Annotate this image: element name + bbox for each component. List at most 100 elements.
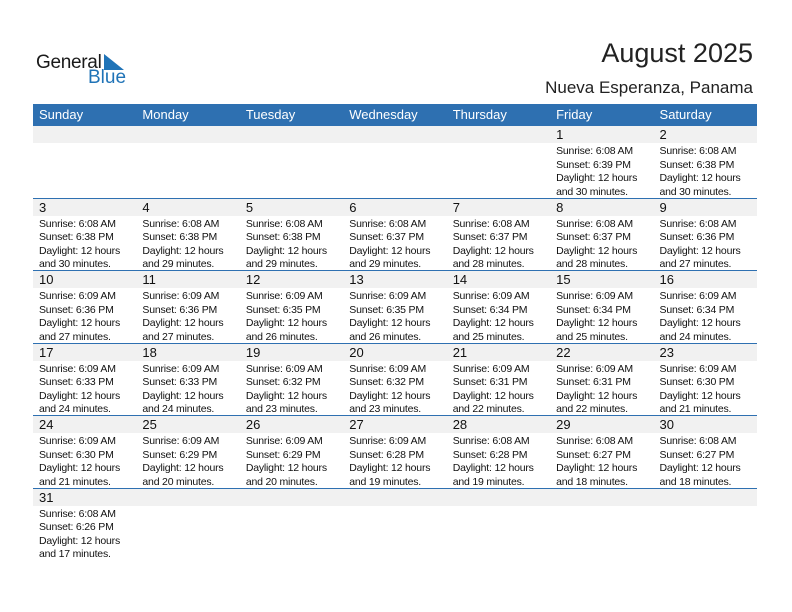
sunset-text: Sunset: 6:38 PM bbox=[245, 231, 321, 243]
sunset-text: Sunset: 6:32 PM bbox=[245, 376, 321, 388]
daylight-minutes-text: and 24 minutes. bbox=[39, 403, 111, 415]
sunrise-text: Sunrise: 6:09 AM bbox=[142, 435, 220, 447]
day-details: Sunrise: 6:09 AM Sunset: 6:29 PM Daylight:… bbox=[142, 433, 239, 489]
sunset-text: Sunset: 6:30 PM bbox=[39, 448, 114, 461]
daylight-minutes-text: and 22 minutes. bbox=[452, 403, 525, 415]
daylight-minutes-text: and 29 minutes. bbox=[349, 258, 421, 270]
daylight-minutes-text: and 26 minutes. bbox=[245, 330, 318, 343]
day-number: 25 bbox=[142, 417, 157, 432]
daylight-text: Daylight: 12 hours bbox=[659, 317, 741, 329]
sunrise-text: Sunrise: 6:09 AM bbox=[142, 290, 220, 302]
week-row: 3 Sunrise: 6:08 AM Sunset: 6:38 PM Daylight… bbox=[33, 198, 757, 272]
day-cell: 17 Sunrise: 6:09 AM Sunset: 6:33 PM Dayligh… bbox=[33, 344, 136, 416]
sunset-text: Sunset: 6:37 PM bbox=[349, 231, 424, 243]
weekday-friday: Friday bbox=[556, 107, 593, 122]
day-details: Sunrise: 6:09 AM Sunset: 6:33 PM Daylight:… bbox=[142, 361, 239, 417]
logo-text-general: General bbox=[36, 52, 102, 73]
daylight-text: Daylight: 12 hours bbox=[659, 172, 741, 184]
sunrise-text: Sunrise: 6:08 AM bbox=[39, 507, 116, 520]
sunrise-text: Sunrise: 6:09 AM bbox=[452, 290, 530, 302]
daylight-text: Daylight: 12 hours bbox=[245, 244, 327, 257]
sunrise-text: Sunrise: 6:09 AM bbox=[349, 435, 427, 447]
daylight-minutes-text: and 24 minutes. bbox=[142, 403, 215, 415]
daylight-text: Daylight: 12 hours bbox=[556, 389, 638, 402]
day-cell: 4 Sunrise: 6:08 AM Sunset: 6:38 PM Daylight… bbox=[136, 199, 239, 271]
day-cell: 18 Sunrise: 6:09 AM Sunset: 6:33 PM Dayligh… bbox=[136, 344, 239, 416]
daylight-text: Daylight: 12 hours bbox=[245, 317, 327, 329]
sunrise-text: Sunrise: 6:08 AM bbox=[659, 145, 737, 157]
day-cell: 16 Sunrise: 6:09 AM Sunset: 6:34 PM Dayligh… bbox=[654, 271, 757, 343]
day-details: Sunrise: 6:08 AM Sunset: 6:38 PM Daylight:… bbox=[246, 216, 343, 272]
sunrise-text: Sunrise: 6:08 AM bbox=[659, 435, 737, 447]
day-number: 10 bbox=[39, 272, 54, 287]
day-details: Sunrise: 6:09 AM Sunset: 6:35 PM Daylight:… bbox=[246, 288, 343, 344]
empty-cell bbox=[136, 489, 239, 561]
sunset-text: Sunset: 6:38 PM bbox=[659, 158, 735, 171]
sunset-text: Sunset: 6:36 PM bbox=[659, 231, 735, 243]
week-row: 31 Sunrise: 6:08 AM Sunset: 6:26 PM Dayligh… bbox=[33, 488, 757, 561]
day-number: 13 bbox=[349, 272, 364, 287]
day-details: Sunrise: 6:09 AM Sunset: 6:31 PM Daylight:… bbox=[556, 361, 653, 417]
sunrise-text: Sunrise: 6:09 AM bbox=[556, 362, 633, 375]
sunrise-text: Sunrise: 6:09 AM bbox=[556, 290, 633, 302]
day-cell: 28 Sunrise: 6:08 AM Sunset: 6:28 PM Dayligh… bbox=[447, 416, 550, 488]
daylight-minutes-text: and 19 minutes. bbox=[452, 475, 525, 488]
empty-cell bbox=[240, 126, 343, 198]
daylight-text: Daylight: 12 hours bbox=[659, 244, 741, 257]
day-details: Sunrise: 6:09 AM Sunset: 6:31 PM Daylight:… bbox=[453, 361, 550, 417]
day-cell: 27 Sunrise: 6:09 AM Sunset: 6:28 PM Dayligh… bbox=[343, 416, 446, 488]
day-details: Sunrise: 6:08 AM Sunset: 6:37 PM Daylight:… bbox=[556, 216, 653, 272]
day-number: 23 bbox=[659, 344, 674, 360]
day-details: Sunrise: 6:08 AM Sunset: 6:36 PM Daylight:… bbox=[660, 216, 757, 272]
location-subtitle: Nueva Esperanza, Panama bbox=[545, 78, 753, 97]
day-cell: 23 Sunrise: 6:09 AM Sunset: 6:30 PM Dayligh… bbox=[654, 344, 757, 416]
daylight-minutes-text: and 18 minutes. bbox=[556, 475, 628, 488]
daylight-minutes-text: and 25 minutes. bbox=[452, 330, 525, 343]
day-cell: 11 Sunrise: 6:09 AM Sunset: 6:36 PM Dayligh… bbox=[136, 271, 239, 343]
day-details: Sunrise: 6:09 AM Sunset: 6:29 PM Daylight:… bbox=[246, 433, 343, 489]
day-details: Sunrise: 6:09 AM Sunset: 6:34 PM Daylight:… bbox=[453, 288, 550, 344]
day-number: 16 bbox=[659, 272, 674, 287]
day-cell: 19 Sunrise: 6:09 AM Sunset: 6:32 PM Dayligh… bbox=[240, 344, 343, 416]
day-number: 5 bbox=[245, 199, 254, 215]
daylight-minutes-text: and 29 minutes. bbox=[142, 258, 215, 270]
day-details: Sunrise: 6:08 AM Sunset: 6:39 PM Daylight:… bbox=[556, 143, 653, 199]
day-details: Sunrise: 6:09 AM Sunset: 6:30 PM Daylight:… bbox=[39, 433, 136, 489]
sunrise-text: Sunrise: 6:08 AM bbox=[556, 435, 633, 447]
daylight-text: Daylight: 12 hours bbox=[142, 389, 224, 402]
day-number: 4 bbox=[142, 199, 150, 215]
daylight-minutes-text: and 27 minutes. bbox=[142, 330, 215, 343]
daylight-minutes-text: and 26 minutes. bbox=[349, 330, 421, 343]
daylight-minutes-text: and 25 minutes. bbox=[556, 330, 628, 343]
sunrise-text: Sunrise: 6:08 AM bbox=[452, 435, 530, 447]
day-cell: 22 Sunrise: 6:09 AM Sunset: 6:31 PM Dayligh… bbox=[550, 344, 653, 416]
sunset-text: Sunset: 6:27 PM bbox=[659, 448, 735, 461]
daylight-text: Daylight: 12 hours bbox=[349, 389, 431, 402]
daylight-text: Daylight: 12 hours bbox=[452, 389, 534, 402]
sunset-text: Sunset: 6:36 PM bbox=[39, 303, 114, 316]
daylight-text: Daylight: 12 hours bbox=[349, 244, 431, 257]
day-details: Sunrise: 6:08 AM Sunset: 6:38 PM Daylight:… bbox=[142, 216, 239, 272]
sunset-text: Sunset: 6:29 PM bbox=[245, 448, 321, 461]
day-details: Sunrise: 6:09 AM Sunset: 6:35 PM Daylight:… bbox=[349, 288, 446, 344]
day-cell: 5 Sunrise: 6:08 AM Sunset: 6:38 PM Daylight… bbox=[240, 199, 343, 271]
day-details: Sunrise: 6:08 AM Sunset: 6:37 PM Daylight:… bbox=[453, 216, 550, 272]
day-details: Sunrise: 6:09 AM Sunset: 6:32 PM Daylight:… bbox=[246, 361, 343, 417]
day-number: 26 bbox=[245, 417, 261, 432]
logo-text-blue: Blue bbox=[88, 67, 127, 88]
daylight-minutes-text: and 24 minutes. bbox=[659, 330, 732, 343]
sunset-text: Sunset: 6:27 PM bbox=[556, 448, 631, 461]
day-details: Sunrise: 6:08 AM Sunset: 6:38 PM Daylight:… bbox=[660, 143, 757, 199]
day-number: 11 bbox=[142, 272, 156, 287]
day-number: 8 bbox=[556, 199, 564, 215]
sunrise-text: Sunrise: 6:08 AM bbox=[659, 217, 737, 230]
daylight-text: Daylight: 12 hours bbox=[556, 244, 638, 257]
day-cell: 6 Sunrise: 6:08 AM Sunset: 6:37 PM Daylight… bbox=[343, 199, 446, 271]
daylight-text: Daylight: 12 hours bbox=[349, 317, 431, 329]
sunrise-text: Sunrise: 6:09 AM bbox=[245, 435, 323, 447]
sunrise-text: Sunrise: 6:09 AM bbox=[39, 290, 116, 302]
sunrise-text: Sunrise: 6:09 AM bbox=[39, 362, 116, 375]
daylight-text: Daylight: 12 hours bbox=[556, 462, 638, 474]
sunset-text: Sunset: 6:28 PM bbox=[452, 448, 528, 461]
day-number: 30 bbox=[659, 417, 674, 432]
